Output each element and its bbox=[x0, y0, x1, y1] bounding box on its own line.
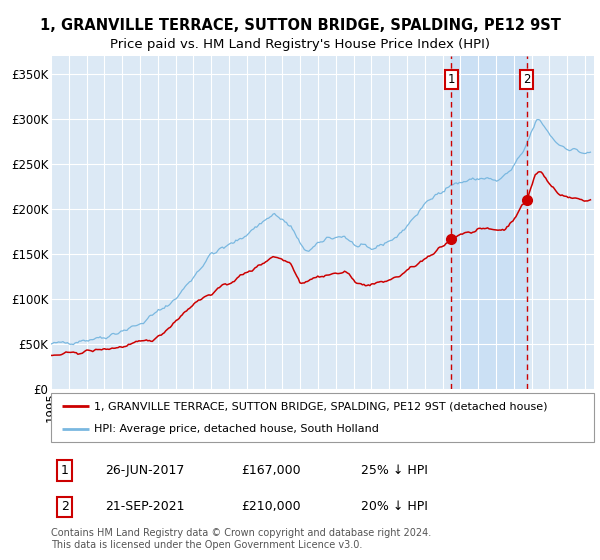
Text: 1: 1 bbox=[448, 73, 455, 86]
Text: 20% ↓ HPI: 20% ↓ HPI bbox=[361, 500, 427, 514]
Text: 1: 1 bbox=[61, 464, 68, 477]
Text: 2: 2 bbox=[523, 73, 530, 86]
Text: 1, GRANVILLE TERRACE, SUTTON BRIDGE, SPALDING, PE12 9ST: 1, GRANVILLE TERRACE, SUTTON BRIDGE, SPA… bbox=[40, 18, 560, 32]
Text: 1, GRANVILLE TERRACE, SUTTON BRIDGE, SPALDING, PE12 9ST (detached house): 1, GRANVILLE TERRACE, SUTTON BRIDGE, SPA… bbox=[94, 402, 548, 412]
Text: £210,000: £210,000 bbox=[241, 500, 301, 514]
Text: 2: 2 bbox=[61, 500, 68, 514]
Bar bbox=[451, 56, 527, 389]
Text: HPI: Average price, detached house, South Holland: HPI: Average price, detached house, Sout… bbox=[94, 424, 379, 434]
Text: £167,000: £167,000 bbox=[241, 464, 301, 477]
Text: 26-JUN-2017: 26-JUN-2017 bbox=[106, 464, 185, 477]
Text: 25% ↓ HPI: 25% ↓ HPI bbox=[361, 464, 427, 477]
Text: Price paid vs. HM Land Registry's House Price Index (HPI): Price paid vs. HM Land Registry's House … bbox=[110, 38, 490, 52]
Text: Contains HM Land Registry data © Crown copyright and database right 2024.
This d: Contains HM Land Registry data © Crown c… bbox=[51, 528, 431, 550]
FancyBboxPatch shape bbox=[51, 393, 594, 442]
Text: 21-SEP-2021: 21-SEP-2021 bbox=[106, 500, 185, 514]
